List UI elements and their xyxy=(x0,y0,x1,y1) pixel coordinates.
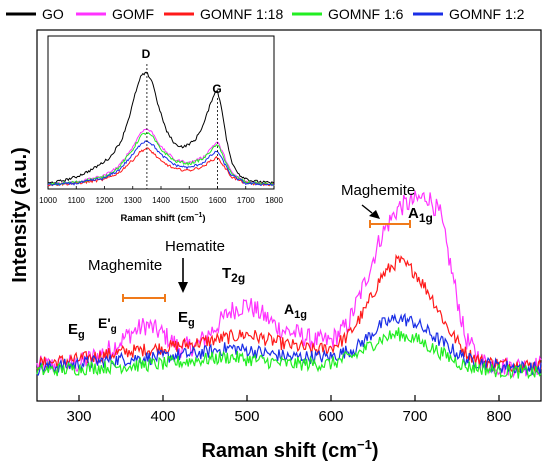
hematite-arrow-head xyxy=(178,282,188,293)
annotation-t2g: T2g xyxy=(222,265,245,285)
annotation-a1g-low: A1g xyxy=(284,301,307,321)
legend-label-go: GO xyxy=(42,6,64,22)
annotation-a1g-high: A1g xyxy=(408,205,433,225)
legend-label-gomf: GOMF xyxy=(112,6,154,22)
main-series-group xyxy=(36,190,542,380)
legend-item-gomnf-1-2: GOMNF 1:2 xyxy=(413,6,525,22)
inset-series-group xyxy=(47,71,275,187)
inset-x-tick-label-1800: 1800 xyxy=(265,196,283,205)
x-tick-label-500: 500 xyxy=(234,408,259,425)
inset-x-tick-label-1500: 1500 xyxy=(180,196,198,205)
legend: GO GOMF GOMNF 1:18 GOMNF 1:6 GOMNF 1:2 xyxy=(6,6,525,22)
annotation-maghemite-low: Maghemite xyxy=(88,257,162,274)
series-line-gomnf-1-2 xyxy=(36,312,542,376)
legend-label-gomnf-1-2: GOMNF 1:2 xyxy=(449,6,525,22)
inset-x-tick-label-1200: 1200 xyxy=(96,196,114,205)
inset-series-line-go xyxy=(47,71,275,185)
x-tick-label-700: 700 xyxy=(402,408,427,425)
inset-d-label: D xyxy=(142,47,151,61)
inset-g-label: G xyxy=(212,82,221,96)
inset-x-axis: 1000 1100 1200 1300 1400 1500 1600 1700 1800 xyxy=(39,186,283,205)
legend-label-gomnf-1-6: GOMNF 1:6 xyxy=(328,6,404,22)
annotation-maghemite-high: Maghemite xyxy=(341,182,415,199)
legend-item-gomf: GOMF xyxy=(76,6,154,22)
maghemite-high-arrow-head xyxy=(369,210,380,219)
inset-series-line-gomnf-1-2 xyxy=(47,140,275,187)
annotation-eg-prime: E'g xyxy=(98,315,117,335)
maghemite-high-arrow-shaft xyxy=(361,204,373,214)
main-plot-frame xyxy=(36,29,542,402)
peak-annotations: Eg E'g Maghemite Hematite Eg T2g A1g Mag… xyxy=(68,182,433,341)
main-x-axis: 300 400 500 600 700 800 xyxy=(66,395,512,425)
x-axis-label-sup: −1 xyxy=(357,437,372,452)
inset-x-tick-label-1400: 1400 xyxy=(152,196,170,205)
inset-plot: D G 1000 1100 1200 1300 1400 1500 1600 1700 1800… xyxy=(39,35,283,224)
legend-item-go: GO xyxy=(6,6,64,22)
x-axis-label-main: Raman shift (cm xyxy=(201,440,357,462)
inset-x-axis-label: Raman shift (cm−1) xyxy=(120,212,205,224)
x-tick-label-800: 800 xyxy=(486,408,511,425)
inset-x-tick-label-1300: 1300 xyxy=(124,196,142,205)
x-tick-label-400: 400 xyxy=(150,408,175,425)
annotation-eg-1: Eg xyxy=(68,321,85,341)
x-tick-label-300: 300 xyxy=(66,408,91,425)
series-line-gomf xyxy=(36,190,542,379)
annotation-hematite: Hematite xyxy=(165,238,225,255)
x-tick-label-600: 600 xyxy=(318,408,343,425)
inset-x-tick-label-1100: 1100 xyxy=(68,196,86,205)
legend-item-gomnf-1-18: GOMNF 1:18 xyxy=(164,6,283,22)
x-axis-label-close: ) xyxy=(372,440,379,462)
inset-series-line-gomf xyxy=(47,128,275,187)
series-line-gomnf-1-6 xyxy=(36,327,542,380)
inset-x-tick-label-1700: 1700 xyxy=(237,196,255,205)
y-axis-label: Intensity (a.u.) xyxy=(9,147,31,283)
x-axis-label: Raman shift (cm−1) xyxy=(201,437,378,462)
annotation-eg-2: Eg xyxy=(178,309,195,329)
inset-series-line-gomnf-1-18 xyxy=(47,147,275,187)
legend-label-gomnf-1-18: GOMNF 1:18 xyxy=(200,6,283,22)
series-line-gomnf-1-18 xyxy=(36,253,542,374)
inset-x-tick-label-1000: 1000 xyxy=(39,196,57,205)
legend-item-gomnf-1-6: GOMNF 1:6 xyxy=(292,6,404,22)
inset-x-tick-label-1600: 1600 xyxy=(209,196,227,205)
